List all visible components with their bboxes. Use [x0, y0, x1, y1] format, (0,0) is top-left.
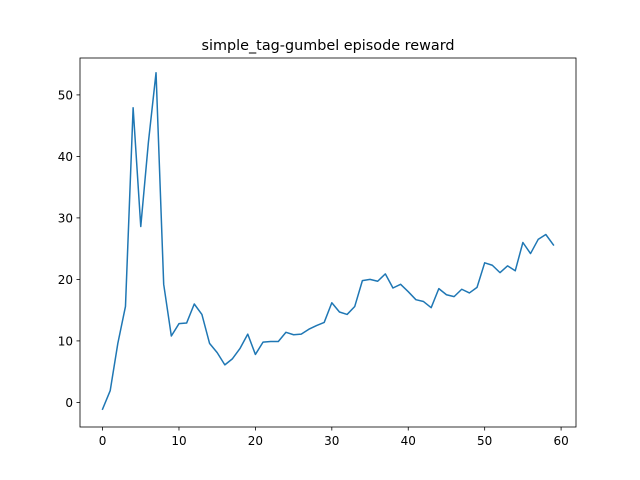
- x-tick-label: 10: [171, 434, 186, 448]
- y-tick-label: 30: [58, 211, 73, 225]
- x-tick-label: 20: [248, 434, 263, 448]
- y-tick-label: 20: [58, 273, 73, 287]
- x-tick-label: 60: [553, 434, 568, 448]
- y-tick-label: 50: [58, 88, 73, 102]
- axes-frame: [79, 57, 577, 428]
- y-tick-label: 10: [58, 334, 73, 348]
- plot-area: 0 10 20 30 40 50 60 0 10 20 30 40 50: [58, 57, 577, 448]
- x-tick-label: 40: [401, 434, 416, 448]
- x-tick-label: 50: [477, 434, 492, 448]
- series-line-0: [101, 72, 555, 411]
- y-tick-label: 40: [58, 150, 73, 164]
- y-tick-label: 0: [65, 396, 73, 410]
- chart-title: simple_tag-gumbel episode reward: [201, 38, 454, 54]
- x-tick-label: 30: [324, 434, 339, 448]
- x-tick-label: 0: [99, 434, 107, 448]
